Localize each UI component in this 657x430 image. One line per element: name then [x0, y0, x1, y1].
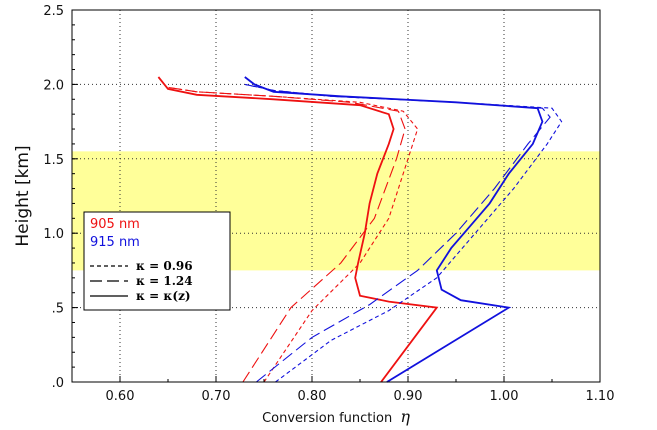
legend-905-label: 905 nm — [90, 217, 140, 232]
plot-frame — [71, 9, 601, 383]
x-tick-label: 0.90 — [394, 389, 423, 404]
x-axis-title: Conversion function η — [262, 407, 410, 426]
x-tick-label: 1.00 — [490, 389, 519, 404]
x-axis-title-text: Conversion function — [262, 411, 392, 426]
y-axis-title: Height [km] — [13, 145, 33, 246]
series-915-solid — [244, 76, 544, 383]
series-layer — [157, 76, 563, 383]
tick-layer: 0.60 0.70 0.80 0.90 1.00 1.10 .0 .5 1.0 1.5 2.0 2.5 — [43, 4, 614, 404]
y-tick-label: .5 — [52, 302, 64, 317]
x-tick-label: 1.10 — [586, 389, 615, 404]
y-tick-label: .0 — [52, 376, 64, 391]
y-tick-label: 1.5 — [43, 153, 64, 168]
legend: 905 nm 915 nm κ = 0.96 κ = 1.24 κ = κ(z) — [83, 211, 231, 311]
series-905-long — [167, 86, 406, 383]
y-tick-label: 1.0 — [43, 227, 64, 242]
legend-kappa-z: κ = κ(z) — [136, 289, 191, 303]
legend-kappa-124: κ = 1.24 — [136, 274, 193, 288]
legend-box — [83, 211, 231, 311]
y-tick-label: 2.0 — [43, 78, 64, 93]
y-tick-label: 2.5 — [43, 4, 64, 19]
legend-915-label: 915 nm — [90, 235, 140, 250]
x-axis-title-symbol: η — [400, 407, 410, 426]
x-tick-label: 0.60 — [106, 389, 135, 404]
legend-kappa-096: κ = 0.96 — [136, 259, 193, 273]
x-tick-label: 0.70 — [202, 389, 231, 404]
series-905-solid — [157, 76, 439, 383]
x-tick-label: 0.80 — [298, 389, 327, 404]
